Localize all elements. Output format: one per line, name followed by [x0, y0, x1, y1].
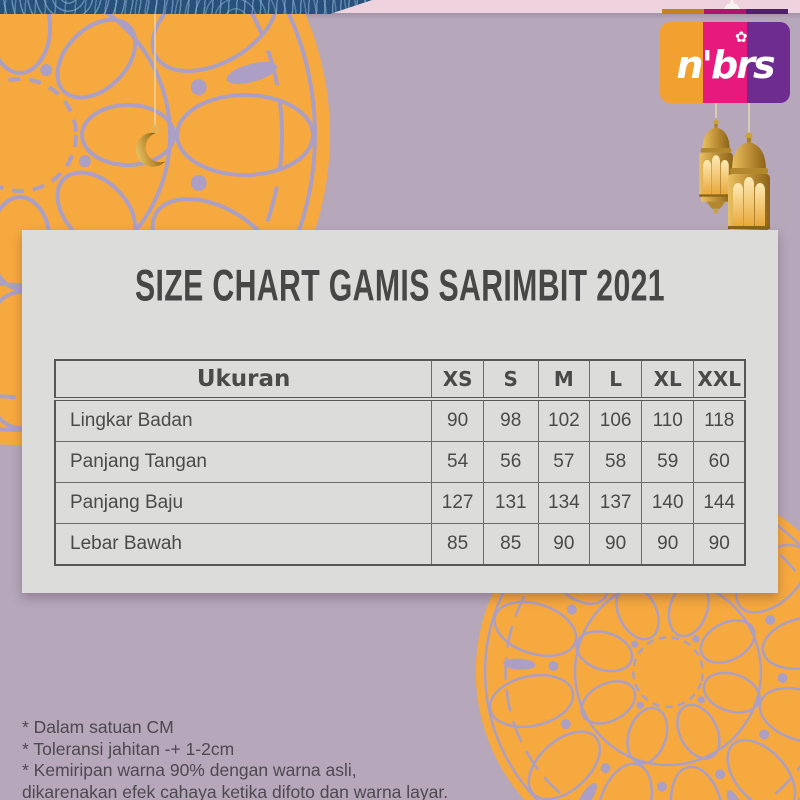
size-value: 59: [640, 441, 695, 483]
size-value: 137: [589, 482, 642, 524]
row-label: Panjang Baju: [54, 482, 433, 524]
brand-logo: [660, 22, 790, 103]
size-value: 131: [483, 482, 539, 524]
size-value: 90: [640, 523, 695, 566]
size-value: 58: [589, 441, 642, 483]
size-value: 54: [431, 441, 484, 483]
size-value: 90: [693, 523, 746, 566]
ribbon-shadow: [0, 13, 800, 19]
size-value: 110: [640, 398, 695, 442]
navy-batik-band: [0, 0, 372, 14]
table-row: Lingkar Badan 90 98 102 106 110 118: [54, 398, 746, 442]
lantern-icon: [699, 103, 733, 214]
size-value: 90: [431, 398, 484, 442]
footnote-line: dikarenakan efek cahaya ketika difoto da…: [22, 781, 449, 800]
row-label: Lingkar Badan: [54, 398, 433, 442]
size-value: 98: [483, 398, 539, 442]
footnote-line: * Kemiripan warna 90% dengan warna asli,: [22, 760, 357, 780]
column-header-size: XXL: [693, 359, 746, 401]
pagoda-ornament-icon: [724, 0, 740, 9]
size-value: 102: [537, 398, 591, 442]
table-row: Lebar Bawah 85 85 90 90 90 90: [54, 523, 746, 566]
size-value: 57: [537, 441, 591, 483]
size-value: 56: [483, 441, 539, 483]
size-value: 85: [431, 523, 484, 566]
row-label: Lebar Bawah: [54, 523, 433, 566]
size-table-body: Lingkar Badan 90 98 102 106 110 118 Panjang Tan…: [54, 398, 746, 566]
size-value: 144: [693, 482, 746, 524]
ribbon-magenta: [704, 9, 746, 14]
footnotes: * Dalam satuan CM * Toleransi jahitan -+…: [22, 717, 448, 800]
footnote-line: * Toleransi jahitan -+ 1-2cm: [22, 738, 235, 759]
ribbon-orange: [662, 9, 704, 14]
size-value: 60: [693, 441, 746, 483]
logo-band-purple: [746, 22, 790, 103]
column-header-ukuran: Ukuran: [54, 359, 433, 401]
page-title: SIZE CHART GAMIS SARIMBIT 2021: [134, 260, 665, 311]
flower-icon: ✿: [735, 29, 748, 46]
size-value: 134: [537, 482, 591, 524]
size-value: 118: [693, 398, 746, 442]
size-value: 140: [640, 482, 695, 524]
column-header-size: L: [589, 359, 642, 401]
column-header-size: S: [483, 359, 539, 401]
size-value: 90: [589, 523, 642, 566]
table-row: Panjang Tangan 54 56 57 58 59 60: [54, 441, 746, 483]
logo-ribbon-strip: [662, 9, 788, 14]
lantern-icon: [728, 103, 770, 250]
column-header-size: M: [537, 359, 591, 401]
column-header-size: XL: [640, 359, 695, 401]
size-value: 90: [537, 523, 591, 566]
size-value: 106: [589, 398, 642, 442]
size-value: 127: [431, 482, 484, 524]
footnote-line: * Dalam satuan CM: [22, 717, 174, 737]
logo-band-magenta: [703, 22, 747, 103]
size-value: 85: [483, 523, 539, 566]
table-row: Panjang Baju 127 131 134 137 140 144: [54, 482, 746, 524]
crescent-moon-icon: [135, 13, 166, 167]
size-table: Ukuran XS S M L XL XXL Lingkar Badan 90 98 102 106…: [54, 359, 746, 566]
brand-logo-text: n'brs: [676, 43, 775, 87]
column-header-size: XS: [431, 359, 484, 401]
row-label: Panjang Tangan: [54, 441, 433, 483]
size-chart-card: SIZE CHART GAMIS SARIMBIT 2021 Ukuran XS S…: [22, 230, 778, 593]
size-table-head-row: Ukuran XS S M L XL XXL: [54, 359, 746, 401]
logo-band-orange: [660, 22, 704, 103]
ribbon-purple: [746, 9, 788, 14]
